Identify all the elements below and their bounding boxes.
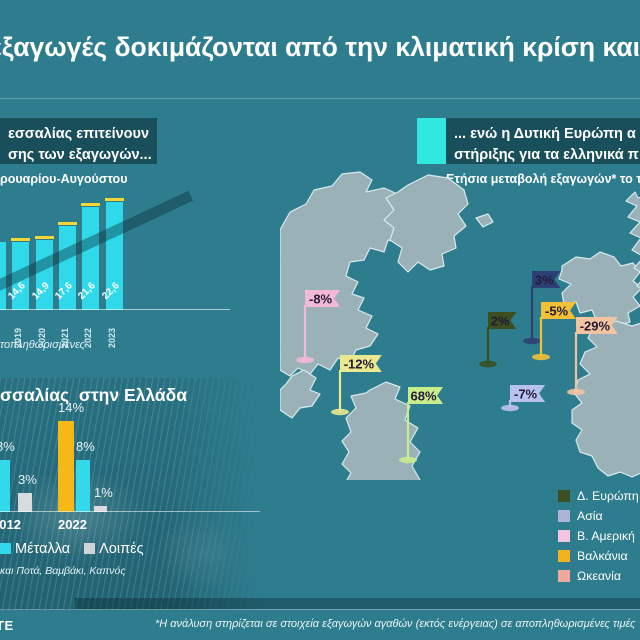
svg-text:2%: 2% — [491, 314, 510, 329]
svg-text:-7%: -7% — [514, 387, 538, 402]
svg-text:3%: 3% — [535, 273, 554, 288]
svg-text:68%: 68% — [411, 389, 437, 404]
svg-text:-8%: -8% — [309, 292, 333, 307]
svg-text:-12%: -12% — [344, 357, 375, 372]
svg-text:-29%: -29% — [580, 319, 611, 334]
svg-text:-5%: -5% — [545, 304, 569, 319]
